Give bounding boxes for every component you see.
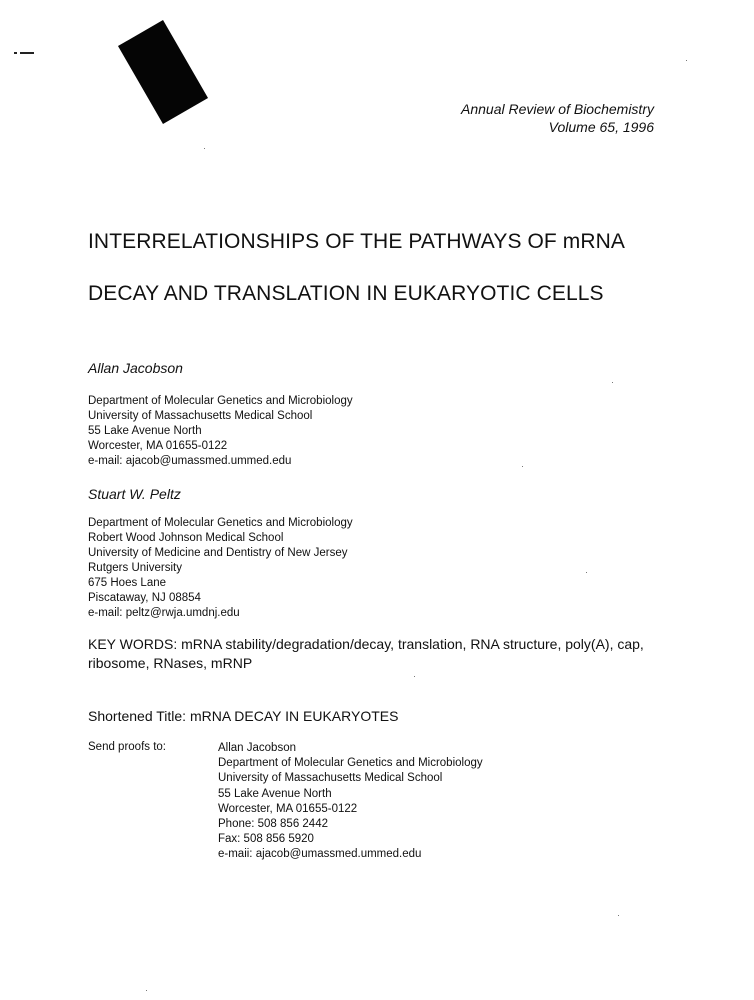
address-line: Department of Molecular Genetics and Mic… <box>88 517 353 529</box>
author-address: Department of Molecular Genetics and Mic… <box>88 394 353 469</box>
journal-volume: Volume 65, 1996 <box>548 119 654 135</box>
redaction-mark <box>117 20 209 124</box>
address-line: University of Massachusetts Medical Scho… <box>88 410 313 422</box>
fax-line: Fax: 508 856 5920 <box>218 833 314 846</box>
address-line: Department of Molecular Genetics and Mic… <box>88 395 353 407</box>
address-line: 55 Lake Avenue North <box>88 425 202 437</box>
address-line: Allan Jacobson <box>218 742 296 754</box>
phone-line: Phone: 508 856 2442 <box>218 818 328 831</box>
email-line: e-maii: ajacob@umassmed.ummed.edu <box>218 848 422 861</box>
address-line: Worcester, MA 01655-0122 <box>88 440 228 452</box>
scan-speck <box>522 466 523 467</box>
journal-citation: Annual Review of Biochemistry Volume 65,… <box>461 100 654 136</box>
send-proofs-label: Send proofs to: <box>88 741 166 753</box>
journal-name: Annual Review of Biochemistry <box>461 101 654 117</box>
scan-speck <box>414 676 415 677</box>
address-line: Robert Wood Johnson Medical School <box>88 532 284 544</box>
author-name: Stuart W. Peltz <box>88 486 181 502</box>
margin-mark <box>14 52 36 54</box>
shortened-title: Shortened Title: mRNA DECAY IN EUKARYOTE… <box>88 708 399 724</box>
email-line: e-mail: ajacob@umassmed.ummed.edu <box>88 455 292 467</box>
author-name: Allan Jacobson <box>88 360 183 376</box>
scan-speck <box>618 915 619 916</box>
address-line: 55 Lake Avenue North <box>218 787 332 800</box>
address-line: University of Medicine and Dentistry of … <box>88 547 348 559</box>
scan-speck <box>612 382 613 383</box>
scan-speck <box>686 60 687 61</box>
email-line: e-mail: peltz@rwja.umdnj.edu <box>88 607 240 619</box>
address-line: Piscataway, NJ 08854 <box>88 592 201 604</box>
scan-speck <box>586 572 587 573</box>
keywords: KEY WORDS: mRNA stability/degradation/de… <box>88 636 644 671</box>
title-line-2: DECAY AND TRANSLATION IN EUKARYOTIC CELL… <box>88 282 604 305</box>
author-address: Department of Molecular Genetics and Mic… <box>88 516 353 621</box>
scan-speck <box>146 990 147 991</box>
send-proofs-address: Allan Jacobson Department of Molecular G… <box>218 741 483 863</box>
scan-speck <box>204 148 205 149</box>
address-line: Department of Molecular Genetics and Mic… <box>218 757 483 770</box>
address-line: Worcester, MA 01655-0122 <box>218 802 358 815</box>
address-line: 675 Hoes Lane <box>88 577 167 589</box>
address-line: Rutgers University <box>88 562 182 574</box>
title-line-1: INTERRELATIONSHIPS OF THE PATHWAYS OF mR… <box>88 230 626 253</box>
address-line: University of Massachusetts Medical Scho… <box>218 772 443 785</box>
